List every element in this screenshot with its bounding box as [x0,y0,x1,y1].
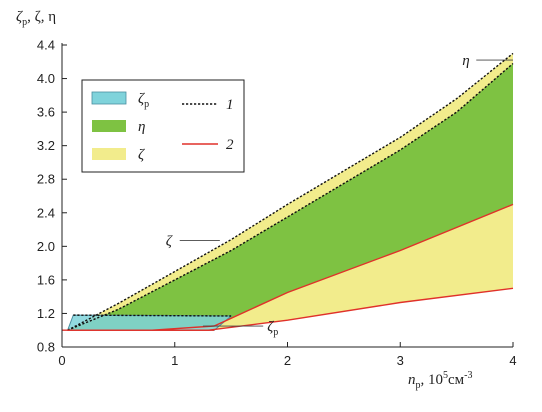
x-tick-label: 0 [58,353,65,368]
chart-legend: ζp ηζ 1 2 [81,79,245,173]
annotation-zeta-p: ζp [267,319,278,338]
chart-ticks: 0 1 2 3 4 0.8 1.2 1.6 2.0 2.4 2.8 3.2 3.6 4.0 4.4 [37,38,517,369]
y-tick-label: 4.0 [37,71,55,86]
x-tick-label: 4 [509,353,516,368]
chart-axis-labels: ζp, ζ, η np, 105см-3 [16,9,473,391]
eta-curve-2 [152,203,514,331]
y-tick-label: 4.4 [37,38,55,53]
y-tick-label: 1.6 [37,272,55,287]
y-tick-label: 2.4 [37,205,55,220]
annotation-zeta: ζ [166,233,173,249]
y-tick-label: 3.2 [37,138,55,153]
y-tick-label: 3.6 [37,105,55,120]
chart-annotations: η ζ ζp [166,53,513,338]
x-tick-label: 2 [284,353,291,368]
legend-label-zeta: ζ [138,147,145,163]
x-tick-label: 3 [397,353,404,368]
legend-swatch-zeta-p [91,91,127,105]
y-axis-title: ζp, ζ, η [16,9,56,28]
eta-curve-1 [67,62,514,331]
zeta-region [62,53,513,331]
y-tick-label: 1.2 [37,306,55,321]
zeta-curve-1 [67,52,514,331]
legend-swatch-eta [92,120,126,132]
x-tick-label: 1 [171,353,178,368]
legend-line-label-1: 1 [226,97,234,113]
legend-label-zeta-p: ζp [138,91,149,110]
zeta-p-region [66,314,233,331]
legend-line-label-2: 2 [226,137,234,153]
legend-swatch-zeta [92,148,126,160]
eta-region [67,63,513,331]
y-tick-label: 2.8 [37,172,55,187]
y-tick-label: 0.8 [37,340,55,355]
annotation-eta: η [462,53,469,69]
y-tick-label: 2.0 [37,239,55,254]
x-axis-title: np, 105см-3 [408,370,473,391]
chart-curves [62,52,514,331]
legend-label-eta: η [138,119,145,135]
